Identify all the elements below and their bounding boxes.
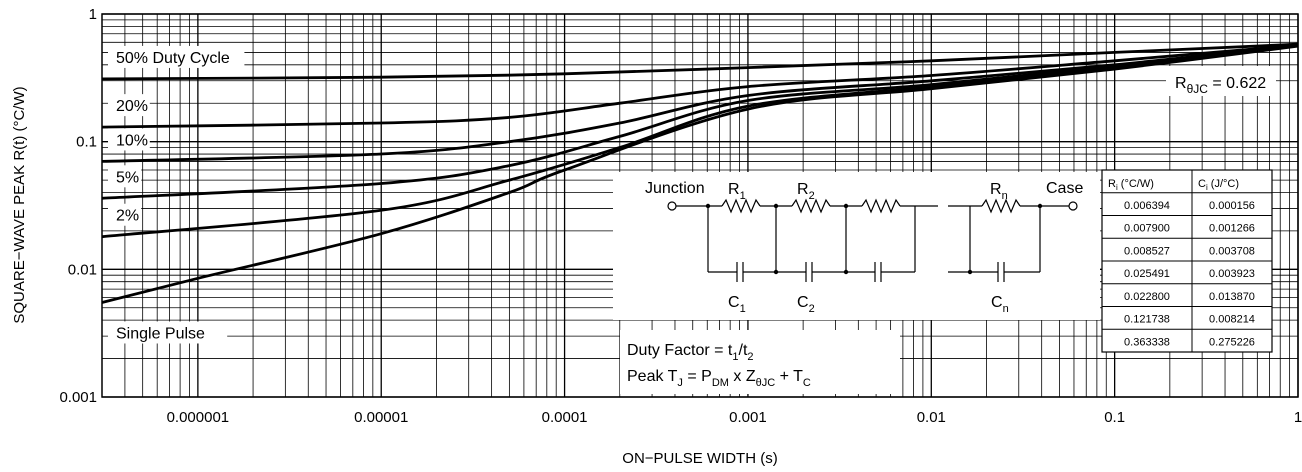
y-tick-label: 0.01 bbox=[68, 261, 97, 278]
x-tick-label: 0.000001 bbox=[167, 409, 230, 426]
series-label-bg bbox=[108, 94, 150, 117]
x-tick-label: 0.001 bbox=[729, 409, 767, 426]
peak-tj-line: Peak TJ = PDM x ZθJC + TC bbox=[627, 368, 811, 389]
circuit-r2-label: R2 bbox=[797, 181, 815, 202]
series-label: 5% bbox=[116, 169, 139, 186]
rc-table-c-cell: 0.003708 bbox=[1209, 245, 1255, 257]
rc-table-c-cell: 0.013870 bbox=[1209, 291, 1255, 303]
x-tick-label: 0.1 bbox=[1104, 409, 1125, 426]
circuit-r1-label: R1 bbox=[728, 181, 746, 202]
series-label: 10% bbox=[116, 132, 148, 149]
rc-table-r-cell: 0.008527 bbox=[1124, 245, 1170, 257]
y-tick-label: 0.1 bbox=[76, 134, 97, 151]
circuit-c2-label: C2 bbox=[797, 294, 815, 315]
duty-factor-line: Duty Factor = t1/t2 bbox=[627, 342, 754, 363]
rc-table-r-cell: 0.006394 bbox=[1124, 200, 1170, 212]
y-axis-label: SQUARE−WAVE PEAK R(t) (°C/W) bbox=[11, 86, 28, 323]
rc-table: Ri (°C/W) Ci (J/°C) 0.006394 0.000156 0.00… bbox=[1101, 169, 1273, 353]
rc-table-r-cell: 0.121738 bbox=[1124, 314, 1170, 326]
circuit-wires bbox=[667, 198, 1078, 282]
x-tick-label: 1 bbox=[1294, 409, 1302, 426]
series-label: Single Pulse bbox=[116, 325, 205, 342]
rc-table-c-cell: 0.001266 bbox=[1209, 223, 1255, 235]
series-label: 2% bbox=[116, 208, 139, 225]
series-line-4 bbox=[101, 43, 1299, 239]
series-line-2 bbox=[101, 43, 1299, 163]
circuit-case-label: Case bbox=[1046, 180, 1083, 197]
circuit-cn-label: Cn bbox=[991, 294, 1009, 315]
rc-table-c-cell: 0.000156 bbox=[1209, 200, 1255, 212]
rc-table-r-cell: 0.022800 bbox=[1124, 291, 1170, 303]
plot-frame bbox=[101, 13, 1299, 398]
circuit-junction-label: Junction bbox=[645, 180, 705, 197]
rc-table-header-r: Ri (°C/W) bbox=[1108, 178, 1154, 192]
circuit-nodes bbox=[705, 203, 1043, 275]
y-tick-label: 1 bbox=[89, 6, 97, 23]
x-tick-label: 0.00001 bbox=[354, 409, 408, 426]
rthjc-sub: θJC bbox=[1187, 82, 1209, 96]
circuit-rn-label: Rn bbox=[990, 181, 1008, 202]
series-line-5 bbox=[101, 44, 1299, 304]
series-label-bg bbox=[108, 321, 228, 344]
series-line-3 bbox=[101, 43, 1299, 200]
duty-factor-box: Duty Factor = t1/t2 Peak TJ = PDM x ZθJC… bbox=[620, 330, 900, 394]
x-axis-label: ON−PULSE WIDTH (s) bbox=[622, 450, 777, 467]
tick-labels: 0.000001 0.00001 0.0001 0.001 0.01 0.1 1 0.001 0… bbox=[59, 6, 1302, 426]
rc-table-r-cell: 0.007900 bbox=[1124, 223, 1170, 235]
series-label-bg bbox=[108, 165, 142, 188]
y-tick-label: 0.001 bbox=[59, 389, 97, 406]
rc-table-c-cell: 0.008214 bbox=[1209, 314, 1255, 326]
series-label: 20% bbox=[116, 98, 148, 115]
rc-table-c-cell: 0.275226 bbox=[1209, 336, 1255, 348]
rc-network-diagram: Junction Case R1 R2 Rn C1 C2 Cn bbox=[613, 172, 1100, 320]
series-label-bg bbox=[108, 45, 245, 68]
series-line-1 bbox=[101, 43, 1299, 129]
rc-table-header-c: Ci (J/°C) bbox=[1198, 178, 1239, 192]
rc-table-r-cell: 0.025491 bbox=[1124, 268, 1170, 280]
series-label: 50% Duty Cycle bbox=[116, 50, 230, 67]
svg-text:RθJC = 0.622: RθJC = 0.622 bbox=[1175, 75, 1266, 96]
series-label-bg bbox=[108, 203, 142, 226]
rthjc-value: = 0.622 bbox=[1208, 75, 1266, 92]
x-tick-label: 0.01 bbox=[917, 409, 946, 426]
series-line-0 bbox=[101, 42, 1299, 81]
rthjc-main: R bbox=[1175, 75, 1187, 92]
rthjc-label: RθJC = 0.622 bbox=[1166, 66, 1276, 96]
circuit-c1-label: C1 bbox=[728, 294, 746, 315]
x-tick-label: 0.0001 bbox=[542, 409, 588, 426]
series-lines bbox=[101, 42, 1299, 304]
series-label-bg bbox=[108, 128, 150, 151]
series-labels: 50% Duty Cycle 20% 10% 5% 2% Single Pulse bbox=[108, 45, 245, 344]
rc-table-c-cell: 0.003923 bbox=[1209, 268, 1255, 280]
rc-table-r-cell: 0.363338 bbox=[1124, 336, 1170, 348]
